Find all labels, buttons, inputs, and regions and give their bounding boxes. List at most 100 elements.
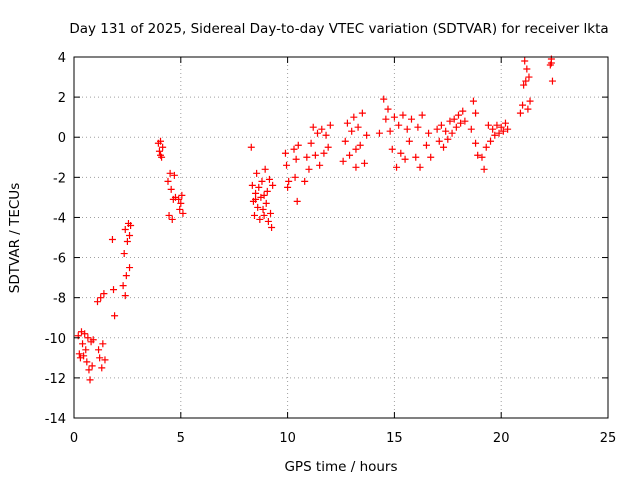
data-point bbox=[397, 149, 405, 157]
data-point bbox=[303, 153, 311, 161]
data-point bbox=[525, 73, 533, 81]
data-point bbox=[405, 137, 413, 145]
data-point bbox=[285, 177, 293, 185]
data-point bbox=[168, 215, 176, 223]
data-point bbox=[267, 209, 275, 217]
data-point bbox=[121, 225, 129, 233]
data-point bbox=[418, 111, 426, 119]
data-point bbox=[100, 290, 108, 298]
data-point bbox=[548, 77, 556, 85]
data-point bbox=[79, 340, 87, 348]
data-point bbox=[301, 177, 309, 185]
data-point bbox=[348, 127, 356, 135]
data-point bbox=[523, 65, 531, 73]
x-tick-label: 5 bbox=[177, 431, 185, 446]
data-point bbox=[412, 153, 420, 161]
data-point bbox=[446, 117, 454, 125]
data-point bbox=[284, 183, 292, 191]
data-point bbox=[358, 109, 366, 117]
data-point bbox=[444, 135, 452, 143]
data-point bbox=[82, 346, 90, 354]
data-point bbox=[157, 151, 165, 159]
data-point bbox=[547, 59, 555, 67]
data-point bbox=[108, 236, 116, 244]
data-point bbox=[159, 143, 167, 151]
x-tick-label: 15 bbox=[386, 431, 403, 446]
data-point bbox=[261, 165, 269, 173]
data-point bbox=[99, 340, 107, 348]
data-point bbox=[305, 165, 313, 173]
data-point bbox=[352, 145, 360, 153]
data-point bbox=[101, 356, 109, 364]
data-point bbox=[454, 111, 462, 119]
y-tick-label: -8 bbox=[53, 292, 66, 307]
data-point bbox=[290, 145, 298, 153]
data-point bbox=[457, 119, 465, 127]
data-point bbox=[80, 352, 88, 360]
chart-title: Day 131 of 2025, Sidereal Day-to-day VTE… bbox=[69, 21, 608, 37]
data-point bbox=[95, 346, 103, 354]
plot-frame bbox=[73, 56, 609, 419]
data-point bbox=[155, 147, 163, 155]
data-point bbox=[291, 173, 299, 181]
data-point bbox=[375, 129, 383, 137]
data-point bbox=[170, 171, 178, 179]
data-point bbox=[256, 215, 264, 223]
y-tick-label: -6 bbox=[53, 252, 66, 267]
y-tick-label: -2 bbox=[53, 171, 66, 186]
data-point bbox=[478, 153, 486, 161]
data-point bbox=[122, 272, 130, 280]
data-point bbox=[469, 97, 477, 105]
data-point bbox=[84, 334, 92, 342]
data-point bbox=[401, 155, 409, 163]
data-point bbox=[81, 330, 89, 338]
y-axis-label: SDTVAR / TECUs bbox=[7, 183, 23, 293]
data-point bbox=[526, 97, 534, 105]
data-point bbox=[522, 77, 530, 85]
data-point bbox=[516, 109, 524, 117]
data-point bbox=[395, 121, 403, 129]
data-point bbox=[93, 298, 101, 306]
data-point bbox=[422, 141, 430, 149]
data-point bbox=[269, 181, 277, 189]
data-point bbox=[343, 119, 351, 127]
data-point bbox=[491, 131, 499, 139]
data-point bbox=[524, 105, 532, 113]
data-point bbox=[521, 57, 529, 65]
data-point bbox=[352, 163, 360, 171]
data-point bbox=[442, 127, 450, 135]
x-tick-labels: 0 5 10 15 20 25 bbox=[70, 431, 616, 446]
data-point bbox=[346, 151, 354, 159]
data-point bbox=[127, 221, 135, 229]
data-point bbox=[520, 81, 528, 89]
y-tick-label: 0 bbox=[58, 131, 66, 146]
data-point bbox=[252, 189, 260, 197]
data-point bbox=[363, 131, 371, 139]
data-point bbox=[356, 141, 364, 149]
data-points bbox=[74, 55, 556, 384]
data-point bbox=[268, 223, 276, 231]
data-point bbox=[293, 197, 301, 205]
data-point bbox=[501, 119, 509, 127]
data-point bbox=[318, 125, 326, 133]
data-point bbox=[403, 125, 411, 133]
data-point bbox=[484, 121, 492, 129]
data-point bbox=[111, 312, 119, 320]
y-tick-label: -12 bbox=[45, 372, 66, 387]
data-point bbox=[176, 205, 184, 213]
data-point bbox=[326, 121, 334, 129]
x-tick-label: 10 bbox=[279, 431, 296, 446]
data-point bbox=[382, 115, 390, 123]
data-point bbox=[504, 125, 512, 133]
y-tick-label: -4 bbox=[53, 211, 66, 226]
data-point bbox=[121, 292, 129, 300]
data-point bbox=[350, 113, 358, 121]
data-point bbox=[260, 211, 268, 219]
data-point bbox=[110, 286, 118, 294]
y-tick-label: -10 bbox=[45, 332, 66, 347]
data-point bbox=[341, 137, 349, 145]
data-point bbox=[386, 127, 394, 135]
data-point bbox=[489, 125, 497, 133]
y-tick-labels: -14 -12 -10 -8 -6 -4 -2 0 2 4 bbox=[45, 51, 66, 427]
data-point bbox=[123, 238, 131, 246]
